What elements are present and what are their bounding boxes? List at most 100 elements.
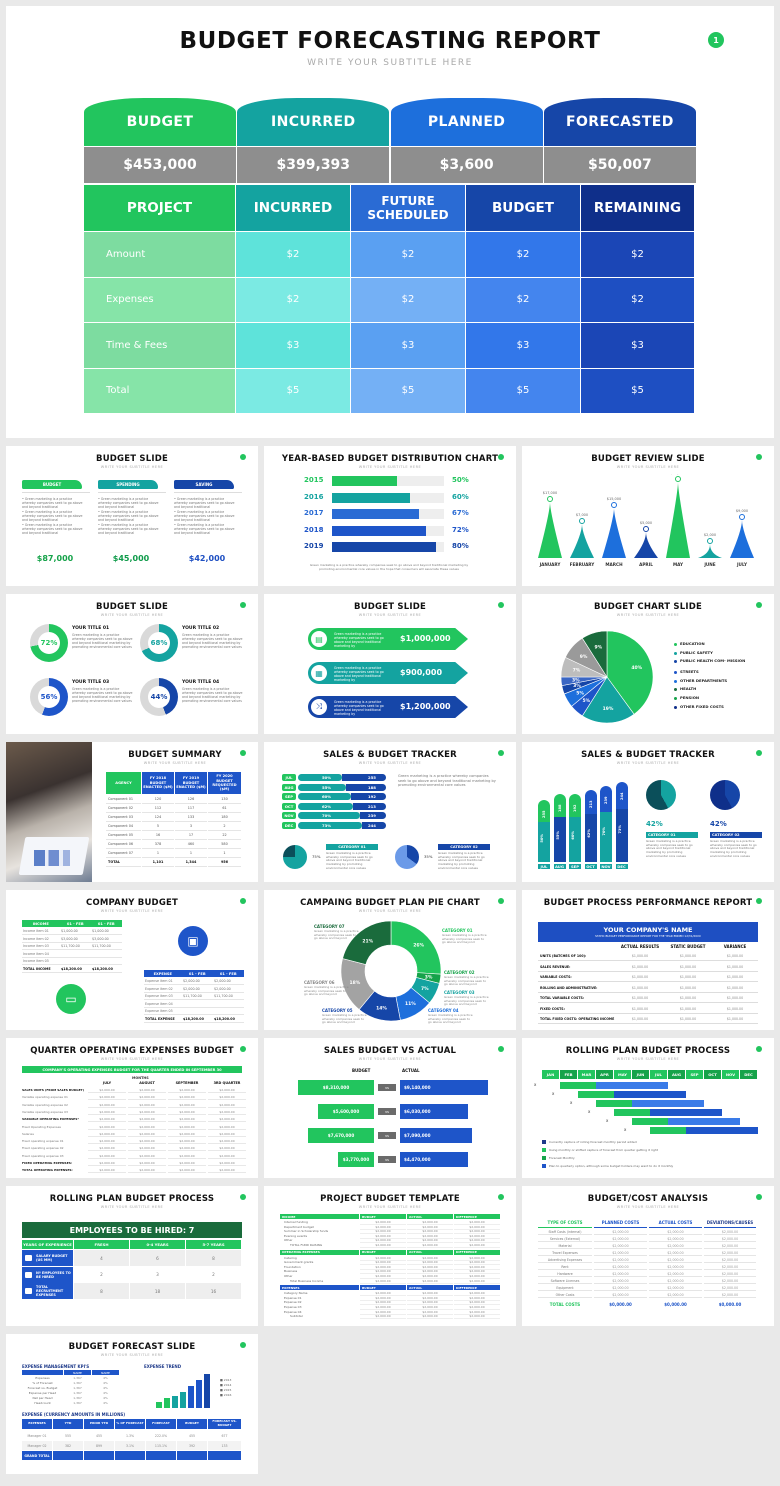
category-label: CATEGORY 07 (314, 924, 345, 929)
bar-fill (332, 476, 397, 486)
slide-subtitle: WRITE YOUR SUBTITLE HERE (143, 761, 207, 765)
bullet-text: • Green marketing is a practice whereby … (174, 510, 235, 522)
section-header: OPERATING EXPENSES (280, 1249, 359, 1255)
item-text: Green marketing is a practice whereby co… (334, 700, 384, 716)
bar-fill (569, 817, 581, 862)
item-title: YOUR TITLE 01 (72, 626, 110, 631)
row-label: Other (284, 1274, 293, 1278)
slide-dot-icon (240, 1194, 246, 1200)
money-icon: ▭ (56, 984, 86, 1014)
peak-mark (698, 544, 722, 558)
month-label: MARCH (605, 562, 623, 567)
forecast-cell: 555 (53, 1431, 83, 1440)
item-text: Green marketing is a practice whereby co… (182, 633, 243, 649)
row-marker: x (588, 1109, 591, 1114)
table-cell: $1,000.00 (91, 928, 122, 935)
table-cell: $2,000.00 (454, 1314, 500, 1320)
table-cell: Income item 01 (22, 928, 60, 935)
column-header: SEPTEMBER (175, 1081, 199, 1085)
bar-pct: 70% (602, 827, 606, 836)
legend-swatch (674, 705, 677, 709)
table-cell: $2,000.00 (454, 1305, 500, 1310)
table-cell: $2,000.00 (208, 1117, 246, 1123)
slide-dot-icon (240, 1046, 246, 1052)
table-cell: $1,000.00 (664, 984, 712, 993)
row-label: TOTAL OPERATING EXPENSES: (22, 1168, 73, 1173)
month-label: OCT (584, 864, 597, 869)
review-peak-chart: $17,000 JANUARY $7,000 FEBRUARY $15,000 MARCH… (538, 474, 754, 567)
forecast-cell (146, 1451, 176, 1460)
section-header: DIFFERENCE (454, 1214, 500, 1219)
section-header: INCOME (280, 1214, 359, 1219)
row-marker: x (624, 1127, 627, 1132)
slide-subtitle: WRITE YOUR SUBTITLE HERE (358, 1205, 422, 1209)
table-cell: 61 (208, 804, 241, 813)
forecast-header: % OF FORECAST (115, 1419, 145, 1429)
trend-bar (164, 1398, 170, 1408)
peak-value: $9,000 (736, 509, 748, 513)
table-cell: $2,000.00 (407, 1279, 453, 1284)
table-cell: Component 06 (106, 840, 141, 849)
row-label: Fixed operating expense 02 (22, 1146, 64, 1151)
slide-subtitle: WRITE YOUR SUBTITLE HERE (358, 761, 422, 765)
slide-dot-icon (756, 898, 762, 904)
peak-value: $7,000 (576, 513, 588, 517)
table-cell: $2,000.00 (649, 1279, 702, 1284)
year-bars: 2015 50% 2016 60% 2017 67% 2018 72% 2019 80% (304, 476, 479, 561)
table-cell: $2,000.00 (360, 1296, 406, 1301)
row-label: Variable operating expense 03 (22, 1109, 68, 1114)
year-pct: 50% (452, 476, 469, 484)
table-row-label: Amount (84, 232, 235, 277)
pie-label: 3% (572, 677, 580, 683)
peak-dot (547, 496, 553, 502)
table-cell: $2,000.00 (182, 986, 213, 993)
table-cell: $2,000.00 (128, 1139, 166, 1145)
table-cell: $2,000.00 (168, 1103, 206, 1108)
month-header: APR (596, 1070, 613, 1079)
table-cell: $2,000.00 (594, 1230, 647, 1235)
table-cell: $3 (236, 323, 350, 368)
table-cell: 1,344 (175, 858, 207, 867)
bar-top-value: 188 (557, 804, 562, 812)
table-cell: Component 07 (106, 849, 141, 858)
row-label: TOTAL FIXED COSTS: OPERATING INCOME (538, 1015, 616, 1024)
donut-hole: 44% (148, 686, 170, 708)
item-icon: ⤨ (311, 699, 327, 715)
slide-subtitle: WRITE YOUR SUBTITLE HERE (358, 465, 422, 469)
budget-actual-bars: BUDGET ACTUAL $8,310,000 vs $9,140,000 $5,600… (294, 1068, 494, 1173)
category-label: CATEGORY 05 (322, 1008, 353, 1013)
table-cell: $1,000.00 (616, 1005, 664, 1014)
table-cell: $3,000.00 (60, 936, 91, 943)
bar-fill (298, 774, 342, 781)
pie-slice (606, 630, 654, 715)
column-header: JULY (102, 1081, 112, 1085)
legend-label: OTHER FIXED COSTS (680, 703, 724, 709)
bar-top-value: 239 (604, 796, 608, 804)
table-cell: $1,000.00 (664, 963, 712, 972)
trend-legend: ■ 2013 (220, 1378, 232, 1382)
bar-value: 213 (368, 803, 376, 809)
legend-label: OTHER DEPARTMENTS (680, 677, 728, 683)
section-header: ACTUAL (407, 1285, 453, 1291)
donut-label: 21% (362, 938, 373, 944)
slide-dot-icon (756, 602, 762, 608)
peak-dot (579, 518, 585, 524)
table-cell: $2,000.00 (649, 1265, 702, 1270)
table-cell: $2,000.00 (407, 1265, 453, 1270)
slide-dot-icon (498, 1194, 504, 1200)
table-cell: $2,000.00 (594, 1286, 647, 1291)
table-cell: $2,000.00 (208, 1154, 246, 1159)
pie-label: 9% (594, 644, 602, 650)
peak-value: $2,000 (704, 533, 716, 537)
category-pct: 35% (424, 854, 433, 859)
donut-label: 7% (421, 986, 429, 992)
table-cell: 124 (142, 813, 174, 822)
total-cell: TOTAL COSTS (549, 1302, 581, 1307)
row-label: Other (284, 1238, 293, 1243)
month-header: JUN (632, 1070, 649, 1079)
slide-title: ROLLING PLAN BUDGET PROCESS (49, 1194, 215, 1204)
column-value: $87,000 (36, 554, 74, 563)
column-header: ACTUAL RESULTS (620, 944, 660, 949)
section-header: BUDGET (360, 1285, 406, 1291)
pie-label: 5% (582, 698, 590, 704)
